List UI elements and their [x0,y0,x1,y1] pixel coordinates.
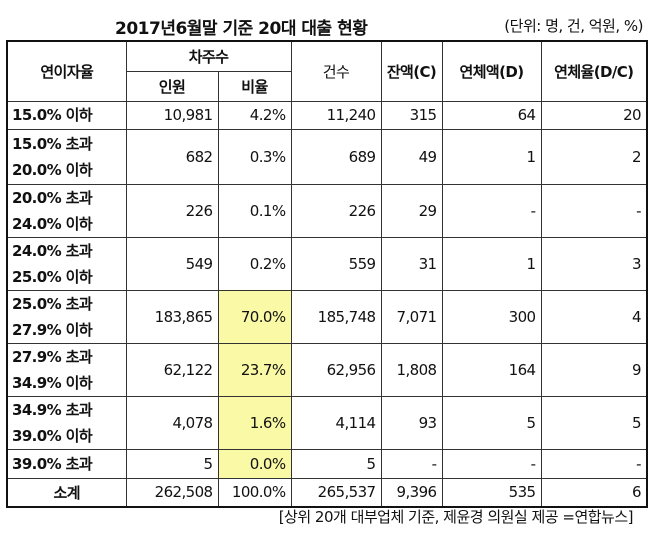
cell-overdue-rate: 5 [540,395,648,450]
cell-overdue-rate: 4 [540,289,648,344]
header-ratio: 비율 [217,70,292,102]
rate-range-line2: 34.9% 이하 [12,373,93,392]
cell-ratio: 23.7% [217,342,292,397]
cell-balance: 31 [380,236,443,291]
table-row: 15.0% 초과 20.0% 이하 682 0.3% 689 49 1 2 [6,128,648,185]
cell-balance: 7,071 [380,289,443,344]
cell-overdue: 164 [441,342,542,397]
table-row: 25.0% 초과 27.9% 이하 183,865 70.0% 185,748 7,071… [6,289,648,344]
cell-count: 226 [290,183,382,238]
rate-range-line2: 20.0% 이하 [12,160,93,179]
table-row: 20.0% 초과 24.0% 이하 226 0.1% 226 29- - [6,183,648,238]
cell-persons: 62,122 [125,342,219,397]
loan-status-table: 연이자율 차주수 건수 잔액(C) 연체액(D) 연체율(D/C) 인원 비율 … [6,40,648,508]
cell-overdue: - [441,448,542,479]
cell-balance: 93 [380,395,443,450]
rate-range: 25.0% 초과 27.9% 이하 [6,289,127,344]
cell-overdue-rate: 9 [540,342,648,397]
cell-overdue-rate: 2 [540,128,648,185]
rate-range-line1: 25.0% 초과 [12,294,93,313]
total-overdue-rate: 6 [540,477,648,508]
total-ratio: 100.0% [217,477,292,508]
cell-count: 4,114 [290,395,382,450]
cell-overdue: 1 [441,236,542,291]
table-title: 2017년6월말 기준 20대 대출 현황 [115,19,368,39]
cell-balance: 1,808 [380,342,443,397]
cell-overdue-rate: 20 [540,100,648,130]
cell-overdue: - [441,183,542,238]
rate-range-line2: 27.9% 이하 [12,320,93,339]
rate-range: 20.0% 초과 24.0% 이하 [6,183,127,238]
cell-overdue-rate: 3 [540,236,648,291]
cell-balance: 49 [380,128,443,185]
cell-count: 185,748 [290,289,382,344]
total-balance: 9,396 [380,477,443,508]
total-persons: 262,508 [125,477,219,508]
rate-range: 39.0% 초과 [6,448,127,479]
rate-range-line1: 24.0% 초과 [12,241,93,260]
cell-ratio: 70.0% [217,289,292,344]
header-count: 건수 [290,40,382,102]
rate-range: 15.0% 이하 [6,100,127,130]
cell-count: 62,956 [290,342,382,397]
total-count: 265,537 [290,477,382,508]
rate-range-line1: 15.0% 이하 [12,106,93,124]
cell-balance: 315 [380,100,443,130]
rate-range: 24.0% 초과 25.0% 이하 [6,236,127,291]
cell-ratio: 1.6% [217,395,292,450]
rate-range: 15.0% 초과 20.0% 이하 [6,128,127,185]
cell-count: 559 [290,236,382,291]
header-persons: 인원 [125,70,219,102]
cell-ratio: 0.2% [217,236,292,291]
header-overdue-rate: 연체율(D/C) [540,40,648,102]
header-rate: 연이자율 [6,40,127,102]
cell-count: 11,240 [290,100,382,130]
cell-count: 689 [290,128,382,185]
header-overdue: 연체액(D) [441,40,542,102]
rate-range-line2: 39.0% 이하 [12,426,93,445]
cell-ratio: 4.2% [217,100,292,130]
cell-overdue-rate: - [540,183,648,238]
cell-persons: 226 [125,183,219,238]
cell-persons: 10,981 [125,100,219,130]
cell-overdue: 300 [441,289,542,344]
rate-range-line2: 25.0% 이하 [12,267,93,286]
rate-range: 34.9% 초과 39.0% 이하 [6,395,127,450]
cell-persons: 183,865 [125,289,219,344]
header-balance: 잔액(C) [380,40,443,102]
cell-persons: 4,078 [125,395,219,450]
rate-range-line2: 24.0% 이하 [12,214,93,233]
cell-ratio: 0.0% [217,448,292,479]
rate-range-line1: 34.9% 초과 [12,400,93,419]
source-footer: [상위 20개 대부업체 기준, 제윤경 의원실 제공 =연합뉴스] [278,508,634,526]
header-borrowers: 차주수 [125,40,292,72]
table-row: 34.9% 초과 39.0% 이하 4,078 1.6% 4,114 93 5 5 [6,395,648,450]
table-row: 39.0% 초과 5 0.0% 5- - - [6,448,648,479]
cell-persons: 549 [125,236,219,291]
cell-persons: 682 [125,128,219,185]
rate-range-line1: 15.0% 초과 [12,134,93,153]
cell-ratio: 0.3% [217,128,292,185]
total-label: 소계 [6,477,127,508]
cell-count: 5 [290,448,382,479]
cell-overdue-rate: - [540,448,648,479]
rate-range: 27.9% 초과 34.9% 이하 [6,342,127,397]
cell-overdue: 1 [441,128,542,185]
total-overdue: 535 [441,477,542,508]
cell-ratio: 0.1% [217,183,292,238]
cell-persons: 5 [125,448,219,479]
cell-balance: 29 [380,183,443,238]
unit-note: (단위: 명, 건, 억원, %) [504,17,643,35]
cell-overdue: 64 [441,100,542,130]
table-row: 24.0% 초과 25.0% 이하 549 0.2% 559 31 1 3 [6,236,648,291]
table-row: 27.9% 초과 34.9% 이하 62,122 23.7% 62,956 1,808 16… [6,342,648,397]
table-row: 15.0% 이하 10,981 4.2% 11,240 315 64 20 [6,100,648,130]
cell-balance: - [380,448,443,479]
total-row: 소계 262,508 100.0% 265,537 9,396 535 6 [6,477,648,508]
cell-overdue: 5 [441,395,542,450]
rate-range-line1: 27.9% 초과 [12,347,93,366]
rate-range-line1: 20.0% 초과 [12,188,93,207]
rate-range-line1: 39.0% 초과 [12,454,93,473]
